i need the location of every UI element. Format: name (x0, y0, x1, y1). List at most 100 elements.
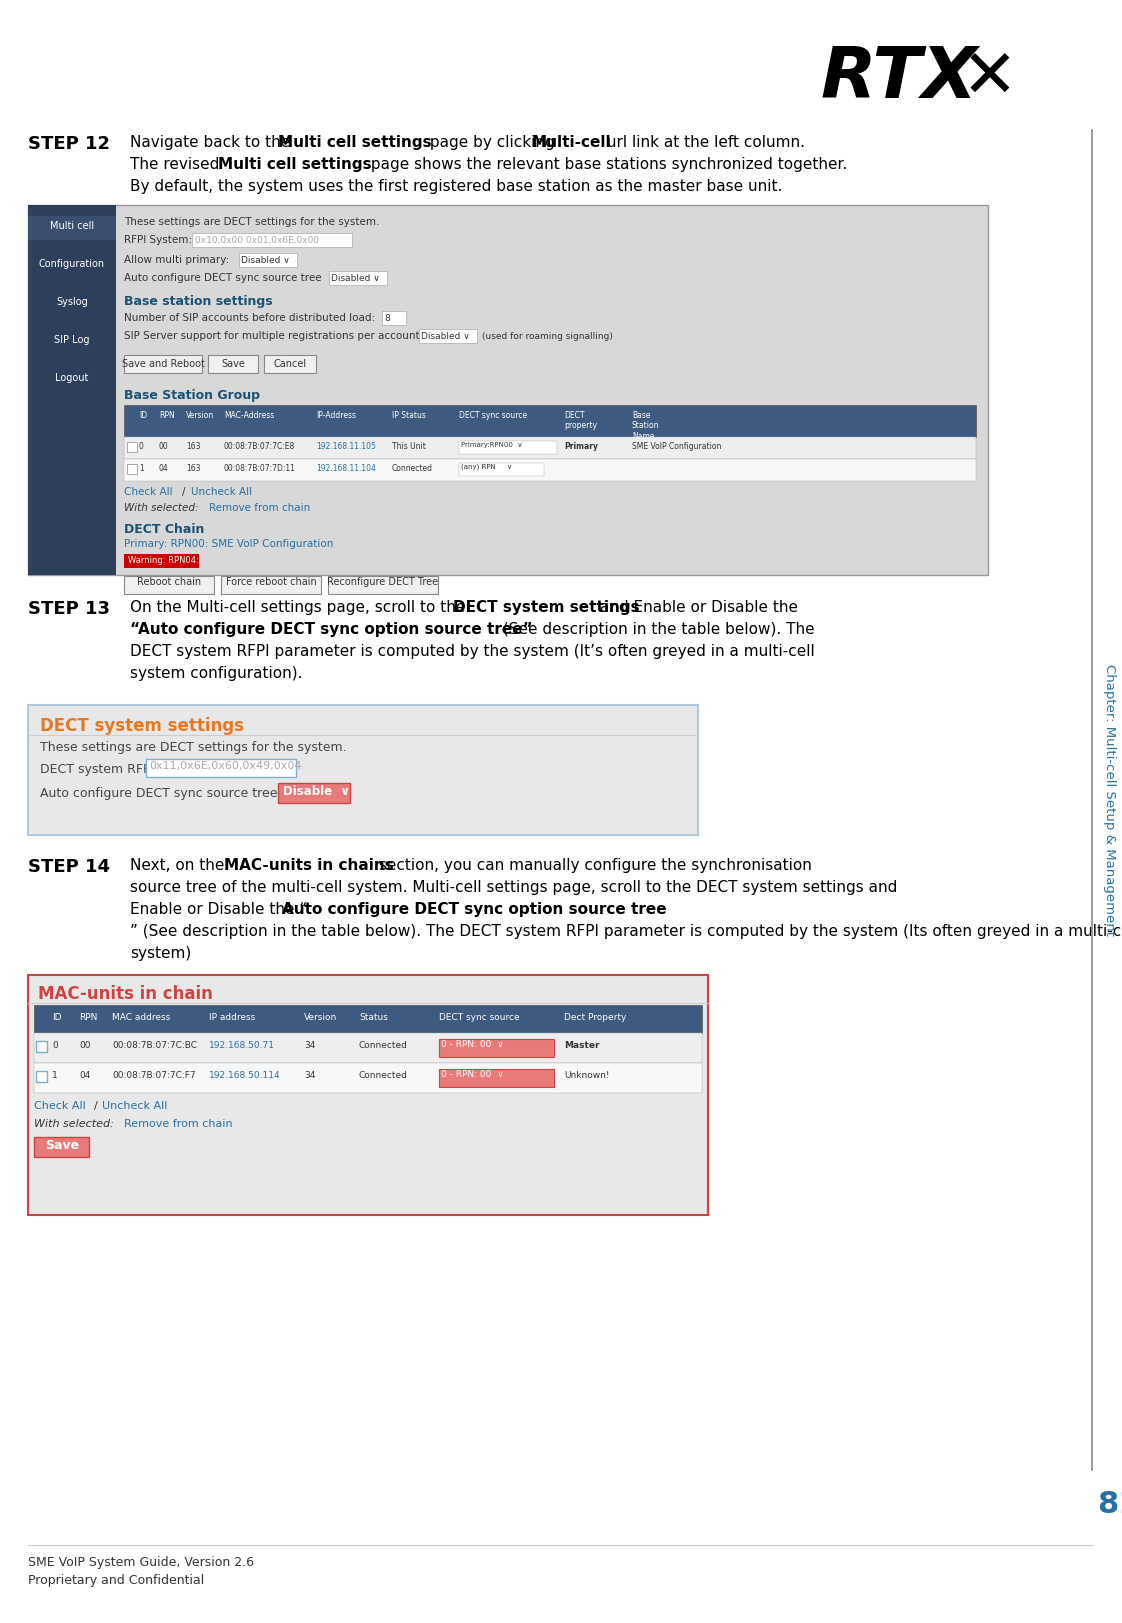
Bar (28, 704, 698, 834)
Text: DECT system RFPI:: DECT system RFPI: (40, 763, 158, 776)
Text: Check All: Check All (34, 1100, 85, 1112)
Bar (439, 1039, 554, 1057)
Text: source tree of the multi-cell system. Multi-cell settings page, scroll to the DE: source tree of the multi-cell system. Mu… (130, 880, 898, 894)
Text: and Enable or Disable the: and Enable or Disable the (595, 601, 798, 615)
Bar (278, 782, 350, 803)
Bar (459, 441, 557, 454)
Text: Warning: RPN04:: Warning: RPN04: (128, 557, 199, 565)
Text: ” (See description in the table below). The DECT system RFPI parameter is comput: ” (See description in the table below). … (130, 923, 1122, 940)
Text: 192.168.50.114: 192.168.50.114 (209, 1071, 280, 1079)
Text: These settings are DECT settings for the system.: These settings are DECT settings for the… (40, 742, 347, 755)
Text: Primary: RPN00: SME VoIP Configuration: Primary: RPN00: SME VoIP Configuration (125, 539, 333, 549)
Text: Allow multi primary:: Allow multi primary: (125, 255, 229, 265)
Text: 00: 00 (79, 1040, 91, 1050)
Text: Disabled ∨: Disabled ∨ (241, 256, 289, 265)
Text: By default, the system uses the first registered base station as the master base: By default, the system uses the first re… (130, 179, 782, 195)
Text: Force reboot chain: Force reboot chain (226, 578, 316, 588)
Bar (419, 329, 477, 342)
Bar (146, 760, 296, 777)
Text: page by clicking: page by clicking (425, 135, 560, 149)
Text: SME VoIP System Guide, Version 2.6: SME VoIP System Guide, Version 2.6 (28, 1556, 254, 1569)
Text: Save and Reboot: Save and Reboot (121, 359, 204, 368)
Text: ID: ID (139, 411, 147, 420)
Text: page shows the relevant base stations synchronized together.: page shows the relevant base stations sy… (366, 157, 847, 172)
Text: SIP Server support for multiple registrations per account:: SIP Server support for multiple registra… (125, 331, 423, 341)
Text: 1: 1 (52, 1071, 57, 1079)
Text: Status: Status (359, 1013, 388, 1022)
Text: 0x11,0x6E,0x60,0x49,0x04: 0x11,0x6E,0x60,0x49,0x04 (149, 761, 302, 771)
Bar (28, 975, 708, 1216)
Text: This Unit: This Unit (392, 441, 426, 451)
Text: 0x10,0x00 0x01,0x6E,0x00: 0x10,0x00 0x01,0x6E,0x00 (195, 235, 319, 245)
Text: Unknown!: Unknown! (564, 1071, 609, 1079)
Bar (328, 576, 438, 594)
Text: url link at the left column.: url link at the left column. (603, 135, 804, 149)
Text: 192.168.50.71: 192.168.50.71 (209, 1040, 275, 1050)
Text: Disabled ∨: Disabled ∨ (421, 333, 470, 341)
Text: DECT Chain: DECT Chain (125, 523, 204, 536)
Text: Disabled ∨: Disabled ∨ (331, 274, 380, 282)
Text: MAC-units in chains: MAC-units in chains (224, 859, 394, 873)
Text: Uncheck All: Uncheck All (191, 487, 252, 497)
Text: IP address: IP address (209, 1013, 255, 1022)
Text: Primary:RPN00  ∨: Primary:RPN00 ∨ (461, 441, 523, 448)
Bar (439, 1070, 554, 1087)
Bar (125, 576, 214, 594)
Text: 8: 8 (384, 313, 389, 323)
Text: Navigate back to the: Navigate back to the (130, 135, 295, 149)
Text: MAC-Address: MAC-Address (224, 411, 274, 420)
Text: Enable or Disable the “: Enable or Disable the “ (130, 902, 307, 917)
Bar (127, 464, 137, 474)
Bar (125, 406, 976, 437)
Text: These settings are DECT settings for the system.: These settings are DECT settings for the… (125, 217, 379, 227)
Text: Check All: Check All (125, 487, 173, 497)
Bar (239, 253, 297, 268)
Text: The revised: The revised (130, 157, 224, 172)
Bar (34, 1063, 702, 1092)
Text: system configuration).: system configuration). (130, 665, 303, 682)
Bar (459, 463, 544, 476)
Text: With selected:: With selected: (34, 1118, 113, 1130)
Text: 192.168.11.105: 192.168.11.105 (316, 441, 376, 451)
Text: Multi cell settings: Multi cell settings (278, 135, 432, 149)
Bar (34, 1005, 702, 1032)
Text: Save: Save (45, 1139, 79, 1152)
Bar (127, 441, 137, 451)
Bar (381, 312, 406, 325)
Text: 00:08:7B:07:7C:E8: 00:08:7B:07:7C:E8 (224, 441, 295, 451)
Bar (28, 204, 988, 575)
Bar (28, 216, 116, 240)
Text: Auto configure DECT sync source tree: Auto configure DECT sync source tree (40, 787, 277, 800)
Text: “Auto configure DECT sync option source tree”: “Auto configure DECT sync option source … (130, 622, 533, 636)
Text: ID: ID (52, 1013, 62, 1022)
Text: Disable  ∨: Disable ∨ (283, 786, 350, 799)
Bar (36, 1071, 47, 1083)
Text: On the Multi-cell settings page, scroll to the: On the Multi-cell settings page, scroll … (130, 601, 470, 615)
Text: Syslog: Syslog (56, 297, 88, 307)
Text: Version: Version (186, 411, 214, 420)
Text: Multi cell settings: Multi cell settings (218, 157, 371, 172)
Text: Logout: Logout (55, 373, 89, 383)
Text: 0: 0 (139, 441, 144, 451)
Text: 81: 81 (1097, 1490, 1122, 1519)
Text: Remove from chain: Remove from chain (125, 1118, 232, 1130)
Text: MAC address: MAC address (112, 1013, 171, 1022)
Text: Multi cell: Multi cell (50, 221, 94, 230)
Text: Configuration: Configuration (39, 260, 105, 269)
Text: Remove from chain: Remove from chain (209, 503, 311, 513)
Text: 34: 34 (304, 1040, 315, 1050)
Text: Proprietary and Confidential: Proprietary and Confidential (28, 1574, 204, 1587)
Bar (329, 271, 387, 286)
Bar (125, 553, 199, 568)
Text: STEP 13: STEP 13 (28, 601, 110, 618)
Text: Primary: Primary (564, 441, 598, 451)
Text: (any) RPN     ∨: (any) RPN ∨ (461, 464, 512, 471)
Text: RPN: RPN (159, 411, 175, 420)
Text: RPN: RPN (79, 1013, 98, 1022)
Text: Auto configure DECT sync source tree: Auto configure DECT sync source tree (125, 273, 322, 282)
Text: Chapter: Multi-cell Setup & Management: Chapter: Multi-cell Setup & Management (1104, 664, 1116, 936)
Text: Cancel: Cancel (274, 359, 306, 368)
Text: Base
Station
Name: Base Station Name (632, 411, 660, 441)
Bar (34, 1138, 89, 1157)
Text: section, you can manually configure the synchronisation: section, you can manually configure the … (374, 859, 812, 873)
